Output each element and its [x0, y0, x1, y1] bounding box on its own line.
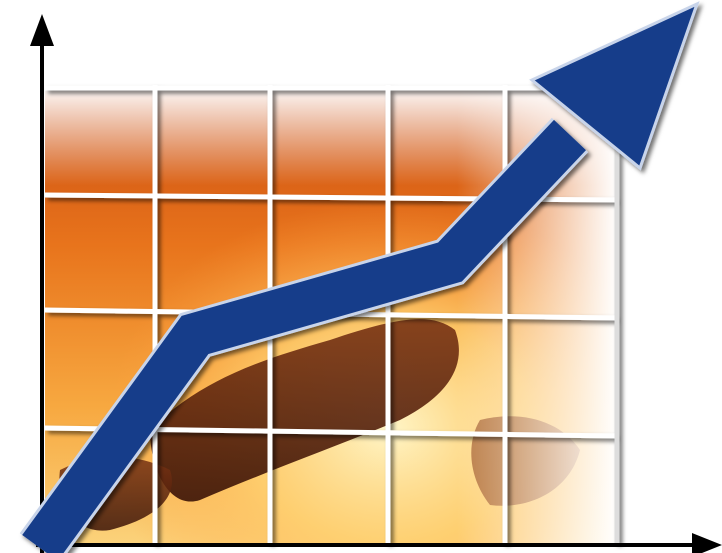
arrow-body — [22, 119, 586, 553]
trend-arrow — [19, 1, 700, 553]
x-axis-arrow — [692, 533, 722, 553]
axes — [30, 14, 722, 553]
y-axis-arrow — [30, 14, 54, 46]
arrow-head — [529, 1, 700, 171]
